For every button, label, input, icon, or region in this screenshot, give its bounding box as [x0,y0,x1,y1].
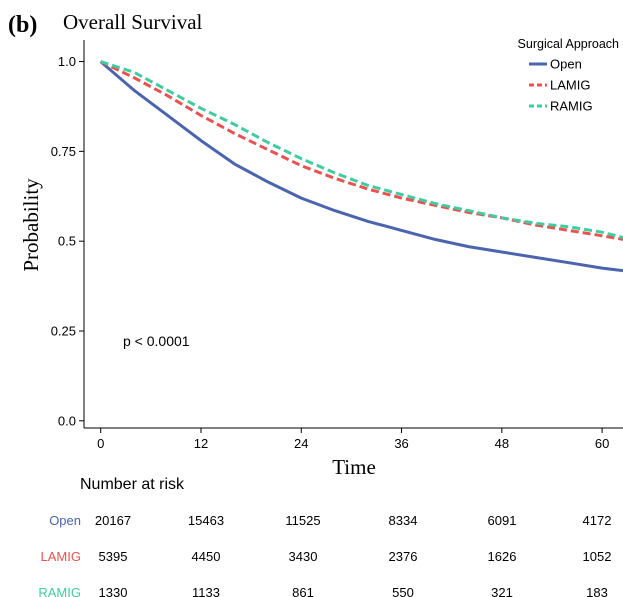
legend-label-open: Open [550,57,582,72]
y-tick-label: 1.0 [58,54,76,69]
chart-title: Overall Survival [63,10,203,34]
risk-table-title: Number at risk [80,476,185,493]
risk-cell: 15463 [188,513,224,528]
series-line-open [99,60,623,273]
series-line-lamig [100,60,623,241]
legend: Surgical Approach Open LAMIG RAMIG [518,37,620,114]
y-tick-label: 0.75 [51,144,76,159]
risk-table: Number at risk Open 20167 15463 11525 8334 60… [38,476,611,597]
risk-cell: 4172 [583,513,612,528]
series-line-ramig [100,60,623,240]
x-axis-label: Time [332,455,376,479]
y-tick-label: 0.0 [58,413,76,428]
risk-row-group-lamig: LAMIG [41,549,81,564]
series-layer [99,60,623,273]
risk-cell: 11525 [285,513,320,528]
y-axis-label: Probability [19,178,43,272]
plot-area: 0 12 24 36 48 60 0.0 0.25 0.5 0.75 1.0 [51,40,623,451]
x-ticks: 0 12 24 36 48 60 [97,428,609,451]
risk-cell: 550 [392,585,414,597]
risk-cell: 183 [586,585,608,597]
x-tick-label: 48 [495,436,509,451]
y-tick-label: 0.5 [58,234,76,249]
risk-cell: 1626 [488,549,517,564]
risk-row-group-open: Open [49,513,81,528]
legend-entries: Open LAMIG RAMIG [529,57,593,114]
risk-cell: 2376 [389,549,418,564]
risk-row-group-ramig: RAMIG [38,585,81,597]
p-value-annotation: p < 0.0001 [123,333,190,349]
risk-cell: 861 [292,585,314,597]
risk-cell: 20167 [95,513,131,528]
risk-cell: 1330 [99,585,128,597]
x-tick-label: 12 [194,436,208,451]
risk-cell: 8334 [389,513,418,528]
risk-cell: 321 [491,585,513,597]
y-ticks: 0.0 0.25 0.5 0.75 1.0 [51,54,84,428]
risk-cell: 3430 [289,549,318,564]
x-tick-label: 36 [394,436,408,451]
x-tick-label: 0 [97,436,104,451]
y-tick-label: 0.25 [51,324,76,339]
legend-label-lamig: LAMIG [550,78,590,93]
risk-cell: 1133 [192,585,220,597]
risk-cell: 4450 [192,549,221,564]
legend-title: Surgical Approach [518,37,620,51]
x-tick-label: 60 [595,436,609,451]
risk-rows: Open 20167 15463 11525 8334 6091 4172 LAMIG 5395… [38,513,611,597]
risk-cell: 1052 [583,549,612,564]
risk-cell: 5395 [99,549,128,564]
legend-label-ramig: RAMIG [550,99,593,114]
panel-label: (b) [8,12,37,38]
risk-cell: 6091 [488,513,517,528]
x-tick-label: 24 [294,436,308,451]
